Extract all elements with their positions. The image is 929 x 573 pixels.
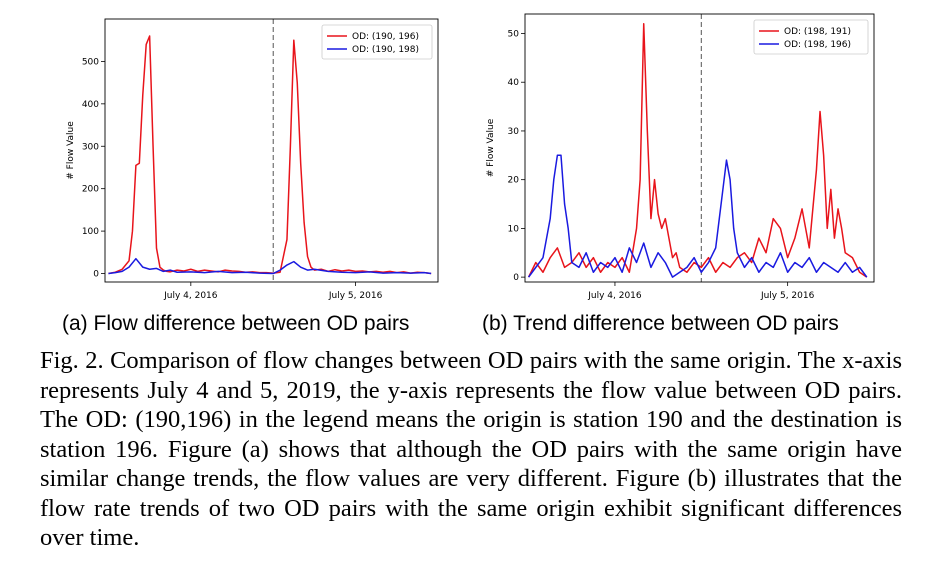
chart-a: # Flow Value 0 100 200 300 400 500 July 4, 2016…	[60, 0, 460, 301]
figure-caption: Fig. 2. Comparison of flow changes betwe…	[40, 347, 902, 551]
chart-a-svg: # Flow Value 0 100 200 300 400 500 July 4, 2016…	[66, 18, 439, 301]
chart-a-ytick-label: 0	[93, 270, 99, 280]
chart-b-legend-box	[753, 19, 869, 55]
subcaption-a: (a) Flow difference between OD pairs	[62, 312, 410, 335]
chart-a-legend: OD: (190, 196) OD: (190, 198)	[321, 24, 433, 60]
chart-a-ytick-label: 300	[82, 142, 99, 152]
chart-b-svg: # Flow Value 0 10 20 30 40 50 July 4, 2016 July …	[486, 13, 875, 301]
chart-b-ytick-label: 20	[508, 176, 520, 186]
chart-b-legend-label: OD: (198, 191)	[784, 27, 851, 37]
chart-a-legend-box	[321, 24, 433, 60]
chart-a-xtick-label: July 5, 2016	[328, 291, 383, 301]
chart-b-ylabel: # Flow Value	[486, 118, 496, 177]
chart-b-legend-label: OD: (198, 196)	[784, 40, 851, 50]
chart-b-frame	[524, 13, 875, 283]
chart-a-frame	[104, 18, 439, 283]
chart-a-ytick-label: 500	[82, 57, 99, 67]
chart-b-series-2-line	[527, 154, 868, 278]
chart-a-ytick-label: 100	[82, 227, 99, 237]
chart-a-series-2-line	[108, 257, 432, 275]
chart-a-legend-label: OD: (190, 198)	[352, 45, 419, 55]
chart-b-legend: OD: (198, 191) OD: (198, 196)	[753, 19, 869, 55]
chart-b-xtick-label: July 4, 2016	[587, 291, 642, 301]
chart-b-xtick-label: July 5, 2016	[760, 291, 815, 301]
chart-a-ytick-label: 400	[82, 100, 99, 110]
chart-b-ytick-label: 10	[508, 224, 520, 234]
chart-a-xtick-label: July 4, 2016	[163, 291, 218, 301]
subcaption-b: (b) Trend difference between OD pairs	[482, 312, 839, 335]
chart-a-legend-label: OD: (190, 196)	[352, 32, 419, 42]
chart-a-ylabel: # Flow Value	[66, 121, 76, 180]
chart-b: # Flow Value 0 10 20 30 40 50 July 4, 2016 July …	[484, 0, 884, 301]
chart-b-ytick-label: 50	[508, 29, 520, 39]
chart-a-series-1-line	[108, 35, 432, 275]
chart-b-series-1-line	[527, 23, 868, 278]
chart-b-ytick-label: 30	[508, 127, 520, 137]
chart-b-ytick-label: 40	[508, 78, 520, 88]
chart-b-ytick-label: 0	[513, 273, 519, 283]
chart-a-ytick-label: 200	[82, 185, 99, 195]
